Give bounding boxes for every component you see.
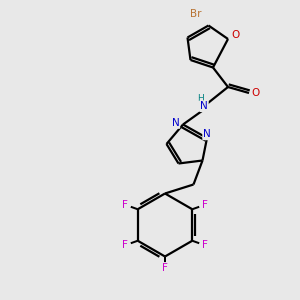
- Text: F: F: [162, 263, 168, 273]
- Text: N: N: [200, 101, 208, 111]
- Text: F: F: [122, 200, 128, 210]
- Text: Br: Br: [190, 9, 202, 19]
- Text: O: O: [251, 88, 260, 98]
- Text: H: H: [197, 94, 203, 103]
- Text: F: F: [202, 200, 208, 210]
- Text: F: F: [122, 240, 128, 250]
- Text: F: F: [202, 240, 208, 250]
- Text: N: N: [172, 118, 179, 128]
- Text: N: N: [203, 129, 211, 140]
- Text: O: O: [231, 29, 240, 40]
